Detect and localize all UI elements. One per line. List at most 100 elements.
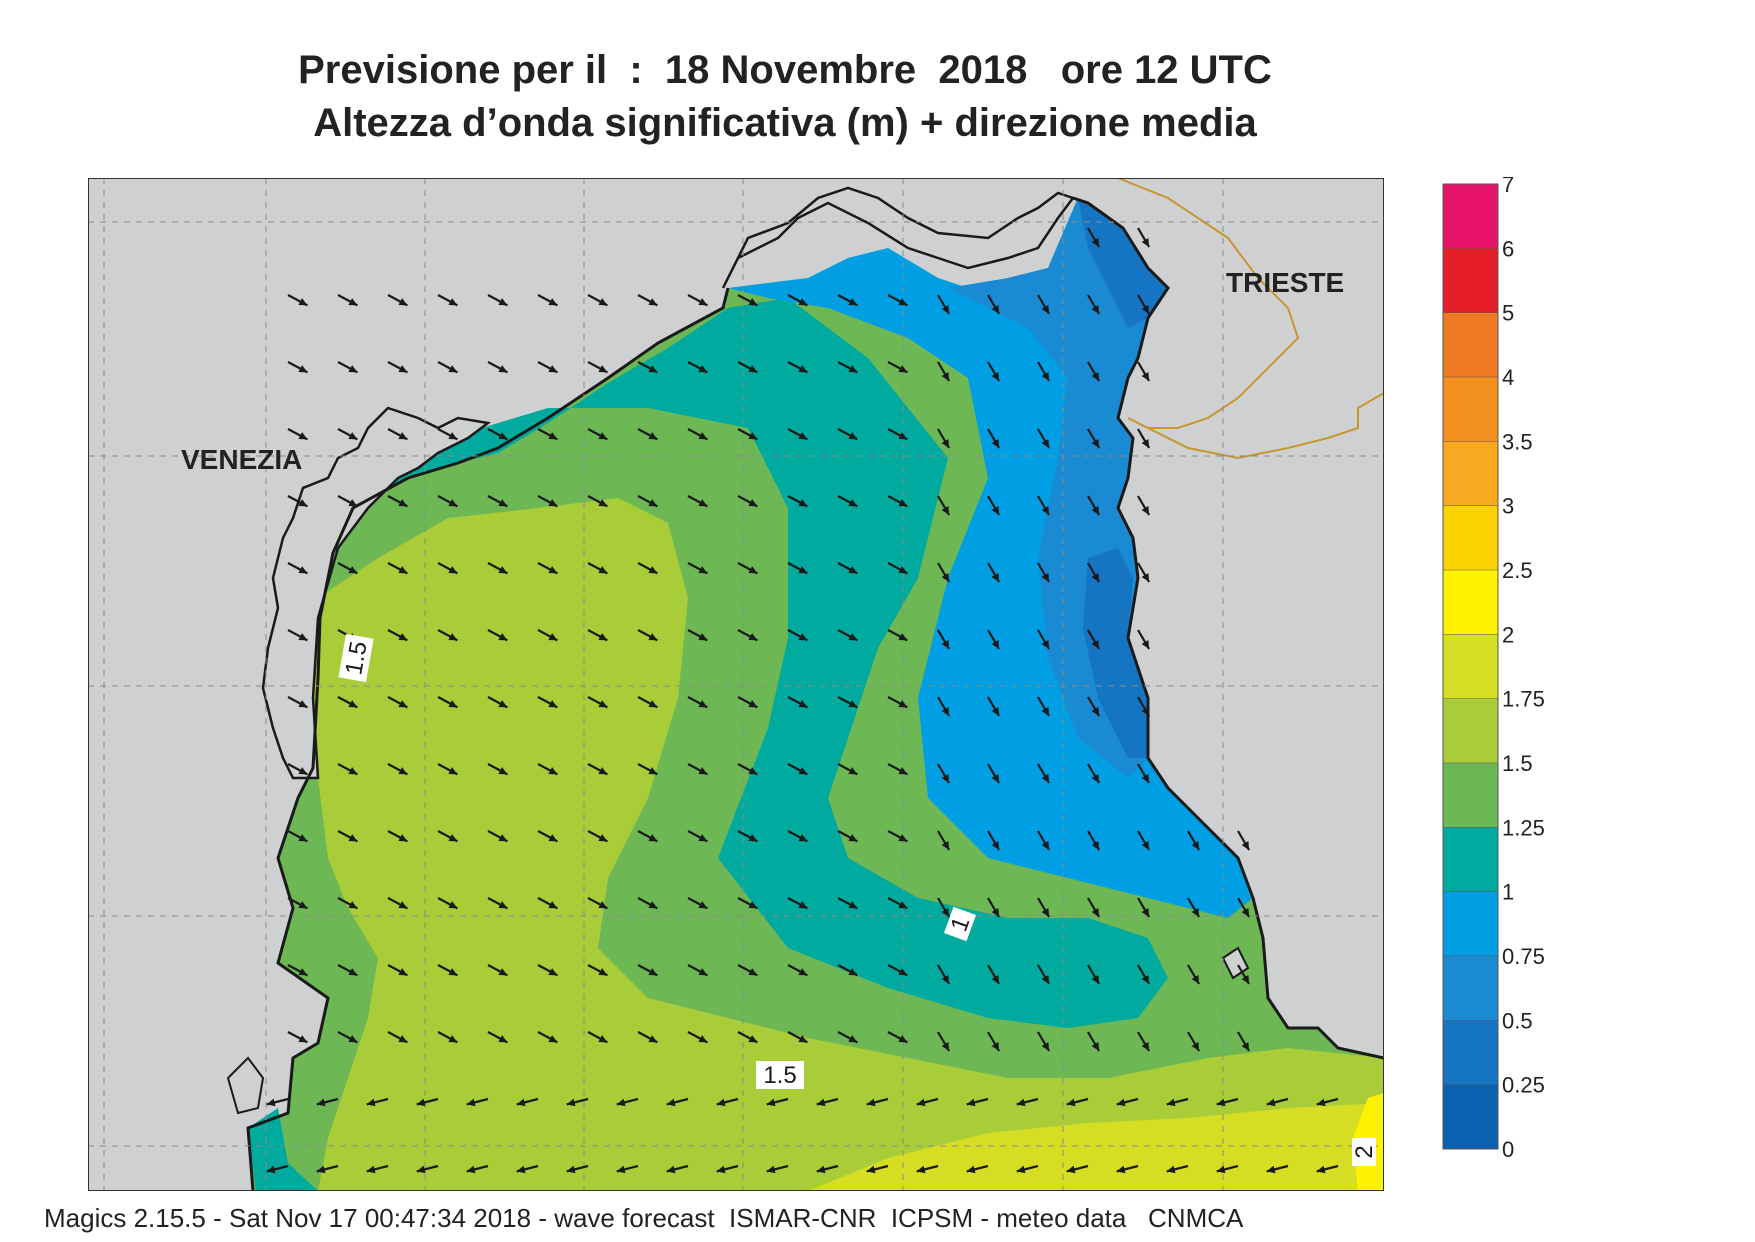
national-border <box>1117 178 1384 460</box>
wave-band-1.5-1.75 <box>313 498 1384 1191</box>
direction-arrow-head <box>1091 238 1100 247</box>
legend-label: 0.25 <box>1502 1073 1545 1098</box>
direction-arrow-head <box>448 298 458 306</box>
direction-arrow-head <box>348 298 358 306</box>
direction-arrow-head <box>898 566 908 574</box>
chart-title: Previsione per il : 18 Novembre 2018 ore… <box>298 48 1272 92</box>
direction-arrow-head <box>598 633 608 641</box>
direction-arrow-head <box>1041 908 1050 917</box>
legend-bin <box>1443 377 1498 442</box>
svg-text:2: 2 <box>1351 1145 1378 1158</box>
direction-arrow-head <box>898 298 908 306</box>
direction-arrow-head <box>548 365 558 373</box>
direction-arrow-head <box>398 298 408 306</box>
direction-arrow-head <box>398 432 408 440</box>
direction-arrow-head <box>941 707 950 716</box>
direction-arrow-head <box>598 365 608 373</box>
footer-credits: Magics 2.15.5 - Sat Nov 17 00:47:34 2018… <box>44 1203 1244 1233</box>
direction-arrow-head <box>648 700 658 708</box>
direction-arrow-head <box>498 298 508 306</box>
direction-arrow-head <box>898 365 908 373</box>
direction-arrow-head <box>748 901 758 909</box>
direction-arrow-head <box>1016 1165 1026 1174</box>
direction-arrow-head <box>548 901 558 909</box>
direction-arrow-head <box>648 365 658 373</box>
direction-arrow-head <box>598 834 608 842</box>
direction-arrow-head <box>898 968 908 976</box>
direction-arrow-head <box>866 1098 876 1107</box>
direction-arrow-head <box>748 499 758 507</box>
legend-bin <box>1443 1020 1498 1086</box>
direction-arrow-head <box>698 834 708 842</box>
direction-arrow-head <box>498 700 508 708</box>
direction-arrow-head <box>966 1165 976 1174</box>
direction-arrow-head <box>941 1042 950 1051</box>
direction-arrow-head <box>1191 841 1200 850</box>
legend-label: 4 <box>1502 365 1514 390</box>
contour-label-south-east: 2 <box>1351 1138 1378 1166</box>
direction-arrow-head <box>1241 841 1250 850</box>
direction-arrow-head <box>516 1098 526 1107</box>
direction-arrow-head <box>848 566 858 574</box>
direction-arrow-head <box>448 566 458 574</box>
direction-arrow-head <box>1091 908 1100 917</box>
direction-arrow-head <box>966 1098 976 1107</box>
direction-arrow-head <box>941 774 950 783</box>
direction-arrow-head <box>941 573 950 582</box>
direction-arrow-head <box>348 432 358 440</box>
contour-label-south-middle: 1.5 <box>756 1061 804 1089</box>
direction-arrow-head <box>398 365 408 373</box>
direction-arrow-head <box>1041 707 1050 716</box>
direction-arrow-head <box>1141 506 1150 515</box>
direction-arrow-head <box>748 633 758 641</box>
direction-arrow-head <box>1166 1165 1176 1174</box>
legend-bin <box>1443 441 1498 507</box>
direction-arrow-head <box>298 633 308 641</box>
direction-arrow-head <box>548 298 558 306</box>
legend-bin <box>1443 763 1498 828</box>
direction-arrow-head <box>298 834 308 842</box>
direction-arrow-head <box>548 633 558 641</box>
direction-arrow-head <box>1091 640 1100 649</box>
italian-coast <box>246 287 730 1191</box>
direction-arrow-head <box>1091 372 1100 381</box>
direction-arrow-head <box>1191 1042 1200 1051</box>
direction-arrow-head <box>448 633 458 641</box>
direction-arrow-head <box>766 1165 776 1174</box>
legend-bin <box>1443 956 1498 1021</box>
direction-arrow-head <box>298 968 308 976</box>
direction-arrow-head <box>398 834 408 842</box>
direction-arrow-head <box>1141 372 1150 381</box>
direction-arrow-head <box>1191 908 1200 917</box>
direction-arrow-head <box>748 298 758 306</box>
direction-arrow-head <box>448 700 458 708</box>
direction-arrow-head <box>598 700 608 708</box>
legend-label: 1.25 <box>1502 815 1545 840</box>
legend-bin <box>1443 634 1498 700</box>
direction-arrow-head <box>648 901 658 909</box>
direction-arrow-head <box>398 1035 408 1043</box>
direction-arrow-head <box>1016 1098 1026 1107</box>
direction-arrow-head <box>498 968 508 976</box>
direction-arrow-head <box>498 633 508 641</box>
legend-label: 1.5 <box>1502 751 1533 776</box>
legend-label: 3.5 <box>1502 429 1533 454</box>
direction-arrow-head <box>1091 1042 1100 1051</box>
legend-labels: 7 6 5 4 3.5 3 2.5 2 1.75 1.5 1.25 1 0.75 0.5 0.25 0 <box>1443 177 1545 1157</box>
direction-arrow-head <box>698 365 708 373</box>
direction-arrow-head <box>766 1098 776 1107</box>
direction-arrow-head <box>848 1035 858 1043</box>
direction-arrow-head <box>748 566 758 574</box>
legend-bin <box>1443 827 1498 893</box>
direction-arrow-head <box>616 1165 626 1174</box>
direction-arrow-head <box>698 499 708 507</box>
direction-arrow-head <box>748 365 758 373</box>
direction-arrow-head <box>398 901 408 909</box>
direction-arrow-head <box>848 633 858 641</box>
legend-bin <box>1443 248 1498 314</box>
wave-band-0.25-0.5 <box>1083 548 1148 758</box>
direction-arrow-head <box>1066 1098 1076 1107</box>
direction-arrow-head <box>1066 1165 1076 1174</box>
direction-arrow-head <box>941 640 950 649</box>
direction-arrow-head <box>666 1165 676 1174</box>
